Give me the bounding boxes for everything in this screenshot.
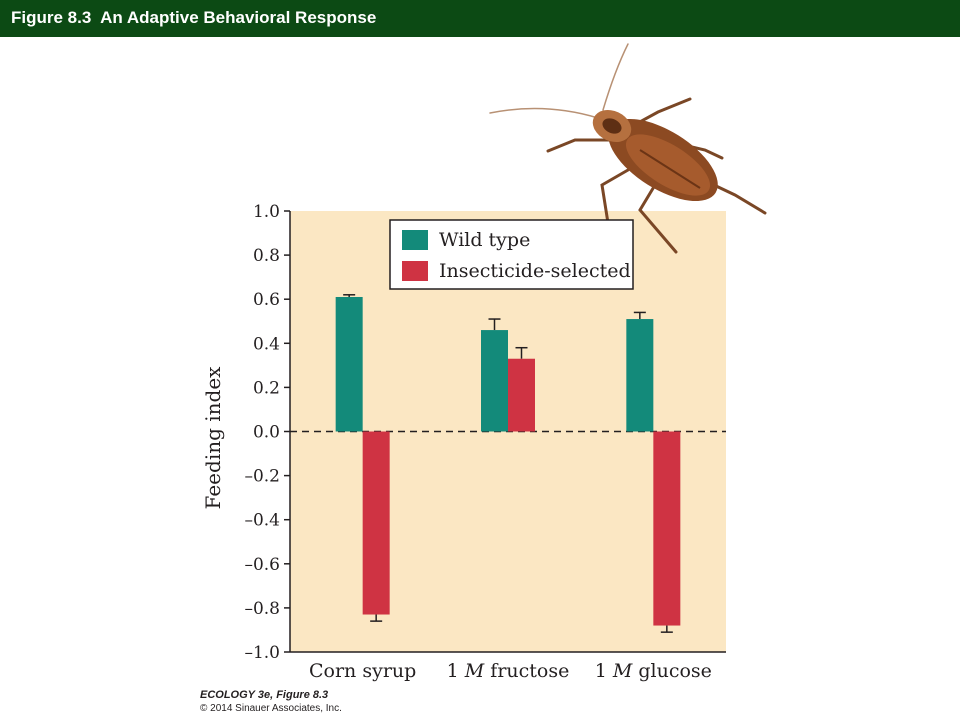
y-tick-label: –0.2 <box>244 467 280 487</box>
bar-insecticide-selected <box>362 431 390 615</box>
y-tick-label: 0.2 <box>253 378 280 398</box>
title-bar: Figure 8.3 An Adaptive Behavioral Respon… <box>0 0 960 37</box>
figure-title: Figure 8.3 An Adaptive Behavioral Respon… <box>11 8 377 27</box>
y-tick-label: 1.0 <box>253 202 280 222</box>
credit-source: ECOLOGY 3e, Figure 8.3 <box>200 689 329 701</box>
x-category-label: 1 M fructose <box>447 660 570 682</box>
bar-insecticide-selected <box>653 431 681 626</box>
y-tick-label: 0.0 <box>253 423 280 443</box>
legend-swatch-insecticide-selected <box>402 261 428 281</box>
y-tick-label: 0.6 <box>253 290 280 310</box>
y-tick-label: –0.8 <box>244 599 280 619</box>
legend-label-wild-type: Wild type <box>439 229 530 251</box>
y-tick-label: –1.0 <box>244 643 280 663</box>
y-tick-label: –0.6 <box>244 555 280 575</box>
credit-copyright: © 2014 Sinauer Associates, Inc. <box>200 703 342 714</box>
y-tick-label: 0.8 <box>253 246 280 266</box>
legend-label-insecticide-selected: Insecticide-selected <box>439 260 631 282</box>
legend-swatch-wild-type <box>402 230 428 250</box>
bar-insecticide-selected <box>508 358 535 432</box>
y-tick-label: –0.4 <box>244 511 280 531</box>
y-axis-title: Feeding index <box>201 366 225 510</box>
category-labels: Corn syrup 1 M fructose 1 M glucose <box>309 660 712 682</box>
bar-wild-type <box>335 296 363 432</box>
y-tick-label: 0.4 <box>253 334 280 354</box>
bars <box>335 294 681 633</box>
cockroach-icon <box>489 43 767 254</box>
legend: Wild type Insecticide-selected <box>389 219 634 290</box>
bar-wild-type <box>481 330 508 432</box>
x-category-label: 1 M glucose <box>595 660 712 682</box>
credit: ECOLOGY 3e, Figure 8.3 © 2014 Sinauer As… <box>200 689 342 715</box>
bar-wild-type <box>626 319 654 432</box>
x-category-label: Corn syrup <box>309 660 416 682</box>
y-axis-ticks: 1.0 0.8 0.6 0.4 0.2 0.0 –0.2 –0.4 –0.6 –0.8 –1.0 <box>244 202 290 663</box>
